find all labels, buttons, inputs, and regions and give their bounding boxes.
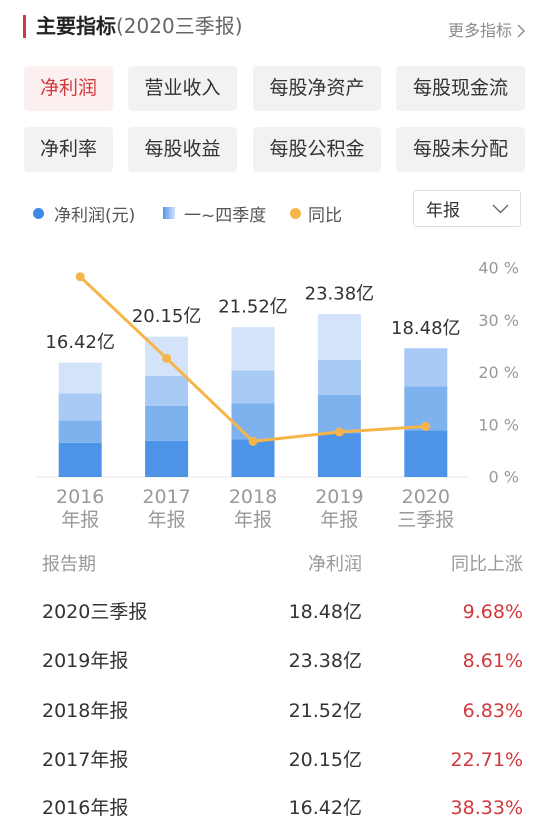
x-tick-year: 2017 bbox=[142, 486, 190, 508]
x-tick-year: 2020 bbox=[402, 486, 450, 508]
cell-net-profit: 18.48亿 bbox=[288, 601, 362, 623]
bar-stack[interactable] bbox=[58, 362, 102, 477]
x-tick-period: 年报 bbox=[320, 509, 358, 531]
cell-report-period: 2017年报 bbox=[42, 749, 129, 771]
bar-segment-q3 bbox=[404, 348, 448, 387]
legend-dot-net-profit bbox=[33, 207, 44, 219]
cell-report-period: 2016年报 bbox=[42, 797, 129, 819]
bar-segment-q4 bbox=[58, 362, 102, 394]
bar-value-label: 20.15亿 bbox=[132, 306, 202, 327]
metric-tab-bvps[interactable]: 每股净资产 bbox=[253, 66, 381, 111]
legend-dot-yoy bbox=[290, 207, 301, 219]
legend-label-quarters: 一~四季度 bbox=[184, 205, 267, 226]
cell-yoy-change: 38.33% bbox=[450, 797, 523, 819]
cell-yoy-change: 9.68% bbox=[462, 601, 523, 623]
y2-tick-label: 40 % bbox=[478, 259, 519, 278]
bar-segment-q2 bbox=[317, 394, 361, 434]
more-indicators-label: 更多指标 bbox=[447, 21, 512, 40]
bar-segment-q3 bbox=[58, 393, 102, 421]
bar-segment-q1 bbox=[58, 442, 102, 477]
header-report-period: 报告期 bbox=[42, 554, 96, 575]
chevron-right-icon bbox=[517, 24, 525, 38]
cell-net-profit: 16.42亿 bbox=[288, 797, 362, 819]
chevron-down-icon bbox=[492, 199, 509, 219]
metric-tab-net-margin[interactable]: 净利率 bbox=[24, 127, 113, 172]
y2-tick-label: 30 % bbox=[478, 311, 519, 330]
bar-segment-q1 bbox=[317, 433, 361, 477]
bar-segment-q1 bbox=[145, 440, 189, 477]
cell-yoy-change: 6.83% bbox=[462, 700, 523, 722]
cell-report-period: 2020三季报 bbox=[42, 601, 148, 623]
legend-gradient-icon bbox=[163, 207, 175, 219]
x-tick-period: 三季报 bbox=[397, 509, 454, 531]
bar-segment-q4 bbox=[317, 314, 361, 360]
bar-segment-q3 bbox=[231, 370, 275, 404]
metric-tab-revenue[interactable]: 营业收入 bbox=[128, 66, 237, 111]
cell-net-profit: 21.52亿 bbox=[288, 700, 362, 722]
header-net-profit: 净利润 bbox=[308, 554, 362, 575]
yoy-point[interactable] bbox=[334, 427, 344, 437]
table-row: 2019年报 23.38亿 8.61% bbox=[0, 641, 550, 681]
x-tick-year: 2019 bbox=[315, 486, 363, 508]
section-accent-bar bbox=[23, 15, 26, 38]
table-row: 2018年报 21.52亿 6.83% bbox=[0, 691, 550, 731]
metric-tab-eps[interactable]: 每股收益 bbox=[128, 127, 237, 172]
bar-stack[interactable] bbox=[317, 314, 361, 477]
metric-tab-capital-reserve-per-share[interactable]: 每股公积金 bbox=[253, 127, 381, 172]
cell-report-period: 2019年报 bbox=[42, 650, 129, 672]
bar-segment-q3 bbox=[317, 359, 361, 395]
legend-label-yoy: 同比 bbox=[308, 205, 342, 226]
bar-segment-q3 bbox=[145, 375, 189, 406]
yoy-point[interactable] bbox=[421, 421, 431, 431]
yoy-point[interactable] bbox=[162, 353, 172, 363]
bar-value-label: 21.52亿 bbox=[218, 297, 288, 318]
bar-segment-q2 bbox=[231, 403, 275, 440]
x-tick-year: 2016 bbox=[56, 486, 104, 508]
bar-stack[interactable] bbox=[404, 348, 448, 477]
bar-segment-q4 bbox=[231, 327, 275, 371]
x-tick-year: 2018 bbox=[229, 486, 277, 508]
y2-tick-label: 0 % bbox=[489, 468, 519, 487]
legend-item-quarters[interactable]: 一~四季度 bbox=[163, 201, 267, 226]
period-select[interactable]: 年报 bbox=[413, 190, 521, 227]
table-header: 报告期 净利润 同比上涨 bbox=[0, 545, 550, 585]
bar-value-label: 18.48亿 bbox=[391, 318, 461, 339]
metric-tab-net-profit[interactable]: 净利润 bbox=[24, 66, 113, 111]
table-row: 2017年报 20.15亿 22.71% bbox=[0, 740, 550, 780]
section-title: 主要指标(2020三季报) bbox=[36, 11, 243, 41]
yoy-point[interactable] bbox=[75, 272, 85, 282]
legend-item-net-profit[interactable]: 净利润(元) bbox=[33, 201, 136, 226]
legend-label-net-profit: 净利润(元) bbox=[54, 205, 136, 226]
cell-report-period: 2018年报 bbox=[42, 700, 129, 722]
yoy-point[interactable] bbox=[248, 436, 258, 446]
metric-tab-undistributed-per-share[interactable]: 每股未分配 bbox=[396, 127, 525, 172]
bar-segment-q2 bbox=[58, 420, 102, 443]
y2-tick-label: 20 % bbox=[478, 363, 519, 382]
bar-value-label: 23.38亿 bbox=[305, 284, 375, 305]
x-tick-period: 年报 bbox=[148, 509, 186, 531]
section-title-main: 主要指标 bbox=[36, 14, 116, 38]
metric-tab-cash-flow-per-share[interactable]: 每股现金流 bbox=[396, 66, 525, 111]
x-tick-period: 年报 bbox=[234, 509, 272, 531]
cell-net-profit: 20.15亿 bbox=[288, 749, 362, 771]
bar-value-label: 16.42亿 bbox=[45, 332, 115, 353]
cell-yoy-change: 22.71% bbox=[450, 749, 523, 771]
legend-item-yoy[interactable]: 同比 bbox=[290, 201, 342, 226]
y2-tick-label: 10 % bbox=[478, 415, 519, 434]
header-yoy-change: 同比上涨 bbox=[451, 554, 523, 575]
more-indicators-link[interactable]: 更多指标 bbox=[448, 19, 525, 43]
table-row: 2020三季报 18.48亿 9.68% bbox=[0, 592, 550, 632]
cell-net-profit: 23.38亿 bbox=[288, 650, 362, 672]
cell-yoy-change: 8.61% bbox=[462, 650, 523, 672]
x-tick-period: 年报 bbox=[61, 509, 99, 531]
bar-segment-q2 bbox=[145, 405, 189, 441]
bar-segment-q1 bbox=[404, 430, 448, 477]
section-title-period: (2020三季报) bbox=[116, 14, 243, 38]
period-select-value: 年报 bbox=[426, 201, 460, 221]
net-profit-chart: 40 %30 %20 %10 %0 %16.42亿2016年报20.15亿201… bbox=[37, 259, 519, 531]
bar-stack[interactable] bbox=[231, 327, 275, 477]
table-row: 2016年报 16.42亿 38.33% bbox=[0, 788, 550, 828]
